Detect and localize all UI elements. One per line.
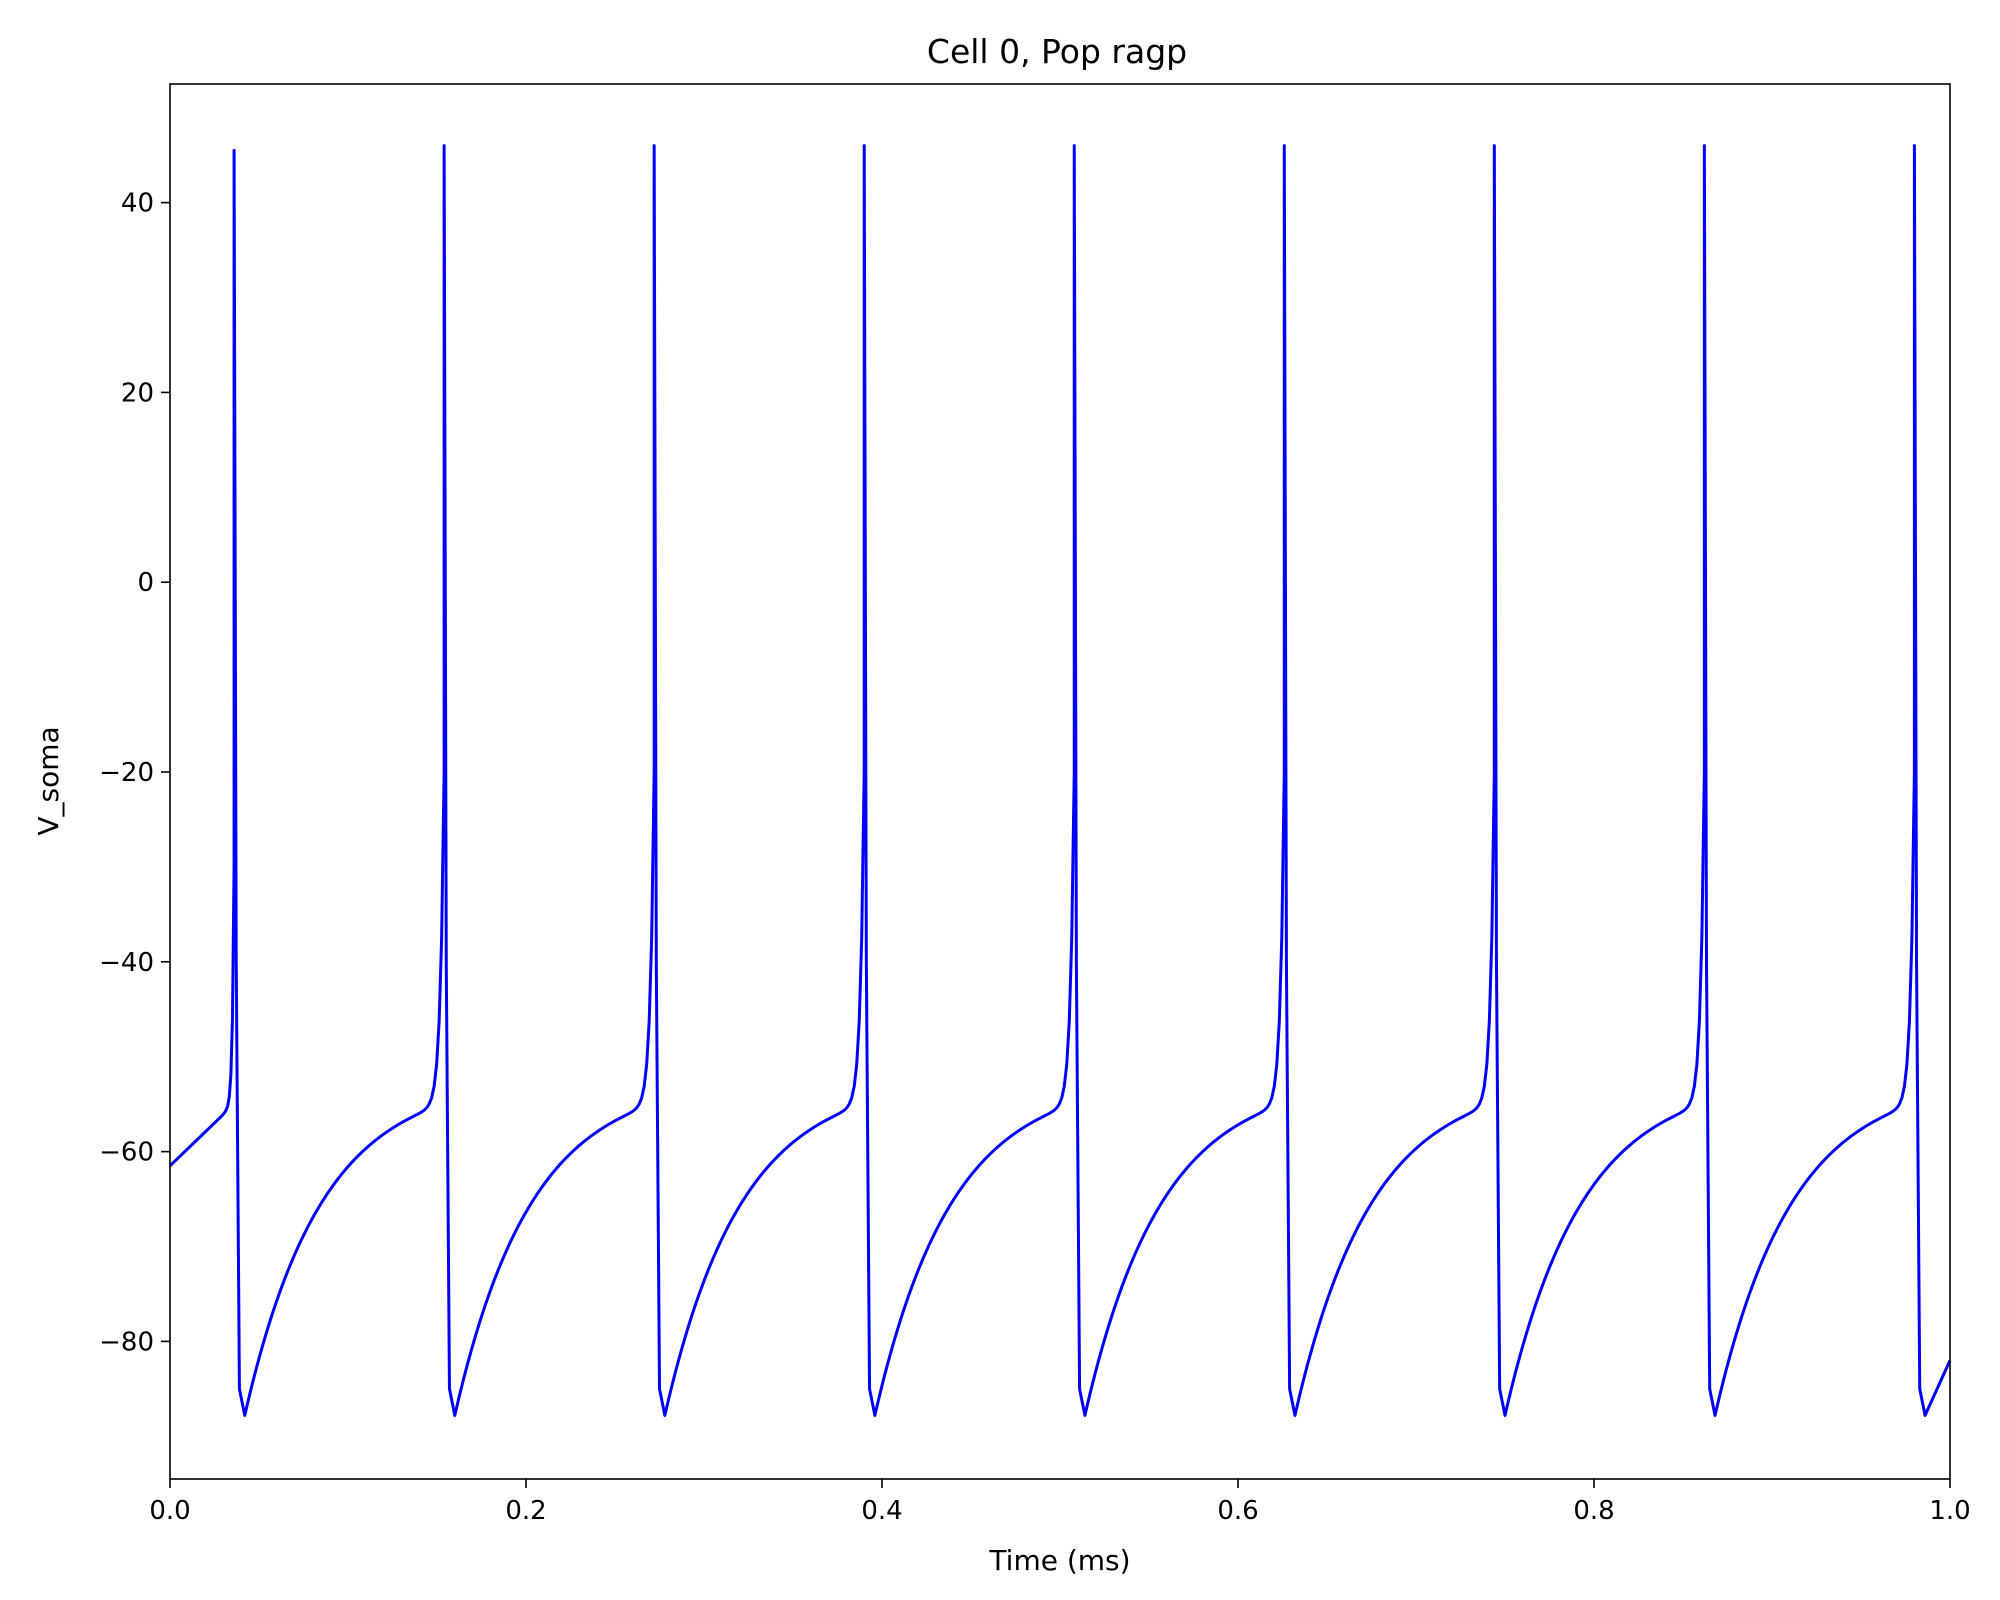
x-tick-label: 1.0 bbox=[1929, 1496, 1970, 1526]
y-tick-label: −20 bbox=[99, 758, 154, 788]
y-tick-label: 0 bbox=[137, 568, 154, 598]
y-tick-label: 40 bbox=[121, 189, 154, 219]
y-axis: −80 −60 −40 −20 0 20 40 bbox=[99, 189, 170, 1357]
y-tick-label: 20 bbox=[121, 378, 154, 408]
x-axis-label: Time (ms) bbox=[988, 1544, 1130, 1577]
y-tick-label: −80 bbox=[99, 1327, 154, 1357]
x-tick-label: 0.6 bbox=[1217, 1496, 1258, 1526]
x-tick-label: 0.0 bbox=[149, 1496, 190, 1526]
series-line-v-soma bbox=[168, 144, 1952, 1417]
plot-frame bbox=[169, 83, 1951, 1480]
y-axis-label: V_soma bbox=[32, 726, 65, 835]
y-tick-label: −60 bbox=[99, 1138, 154, 1168]
chart-title: Cell 0, Pop ragp bbox=[927, 32, 1187, 71]
plot-area bbox=[168, 83, 1952, 1480]
y-tick-label: −40 bbox=[99, 948, 154, 978]
x-tick-label: 0.8 bbox=[1573, 1496, 1614, 1526]
x-tick-label: 0.2 bbox=[505, 1496, 546, 1526]
x-axis: 0.0 0.2 0.4 0.6 0.8 1.0 bbox=[149, 1479, 1971, 1526]
x-tick-label: 0.4 bbox=[861, 1496, 902, 1526]
